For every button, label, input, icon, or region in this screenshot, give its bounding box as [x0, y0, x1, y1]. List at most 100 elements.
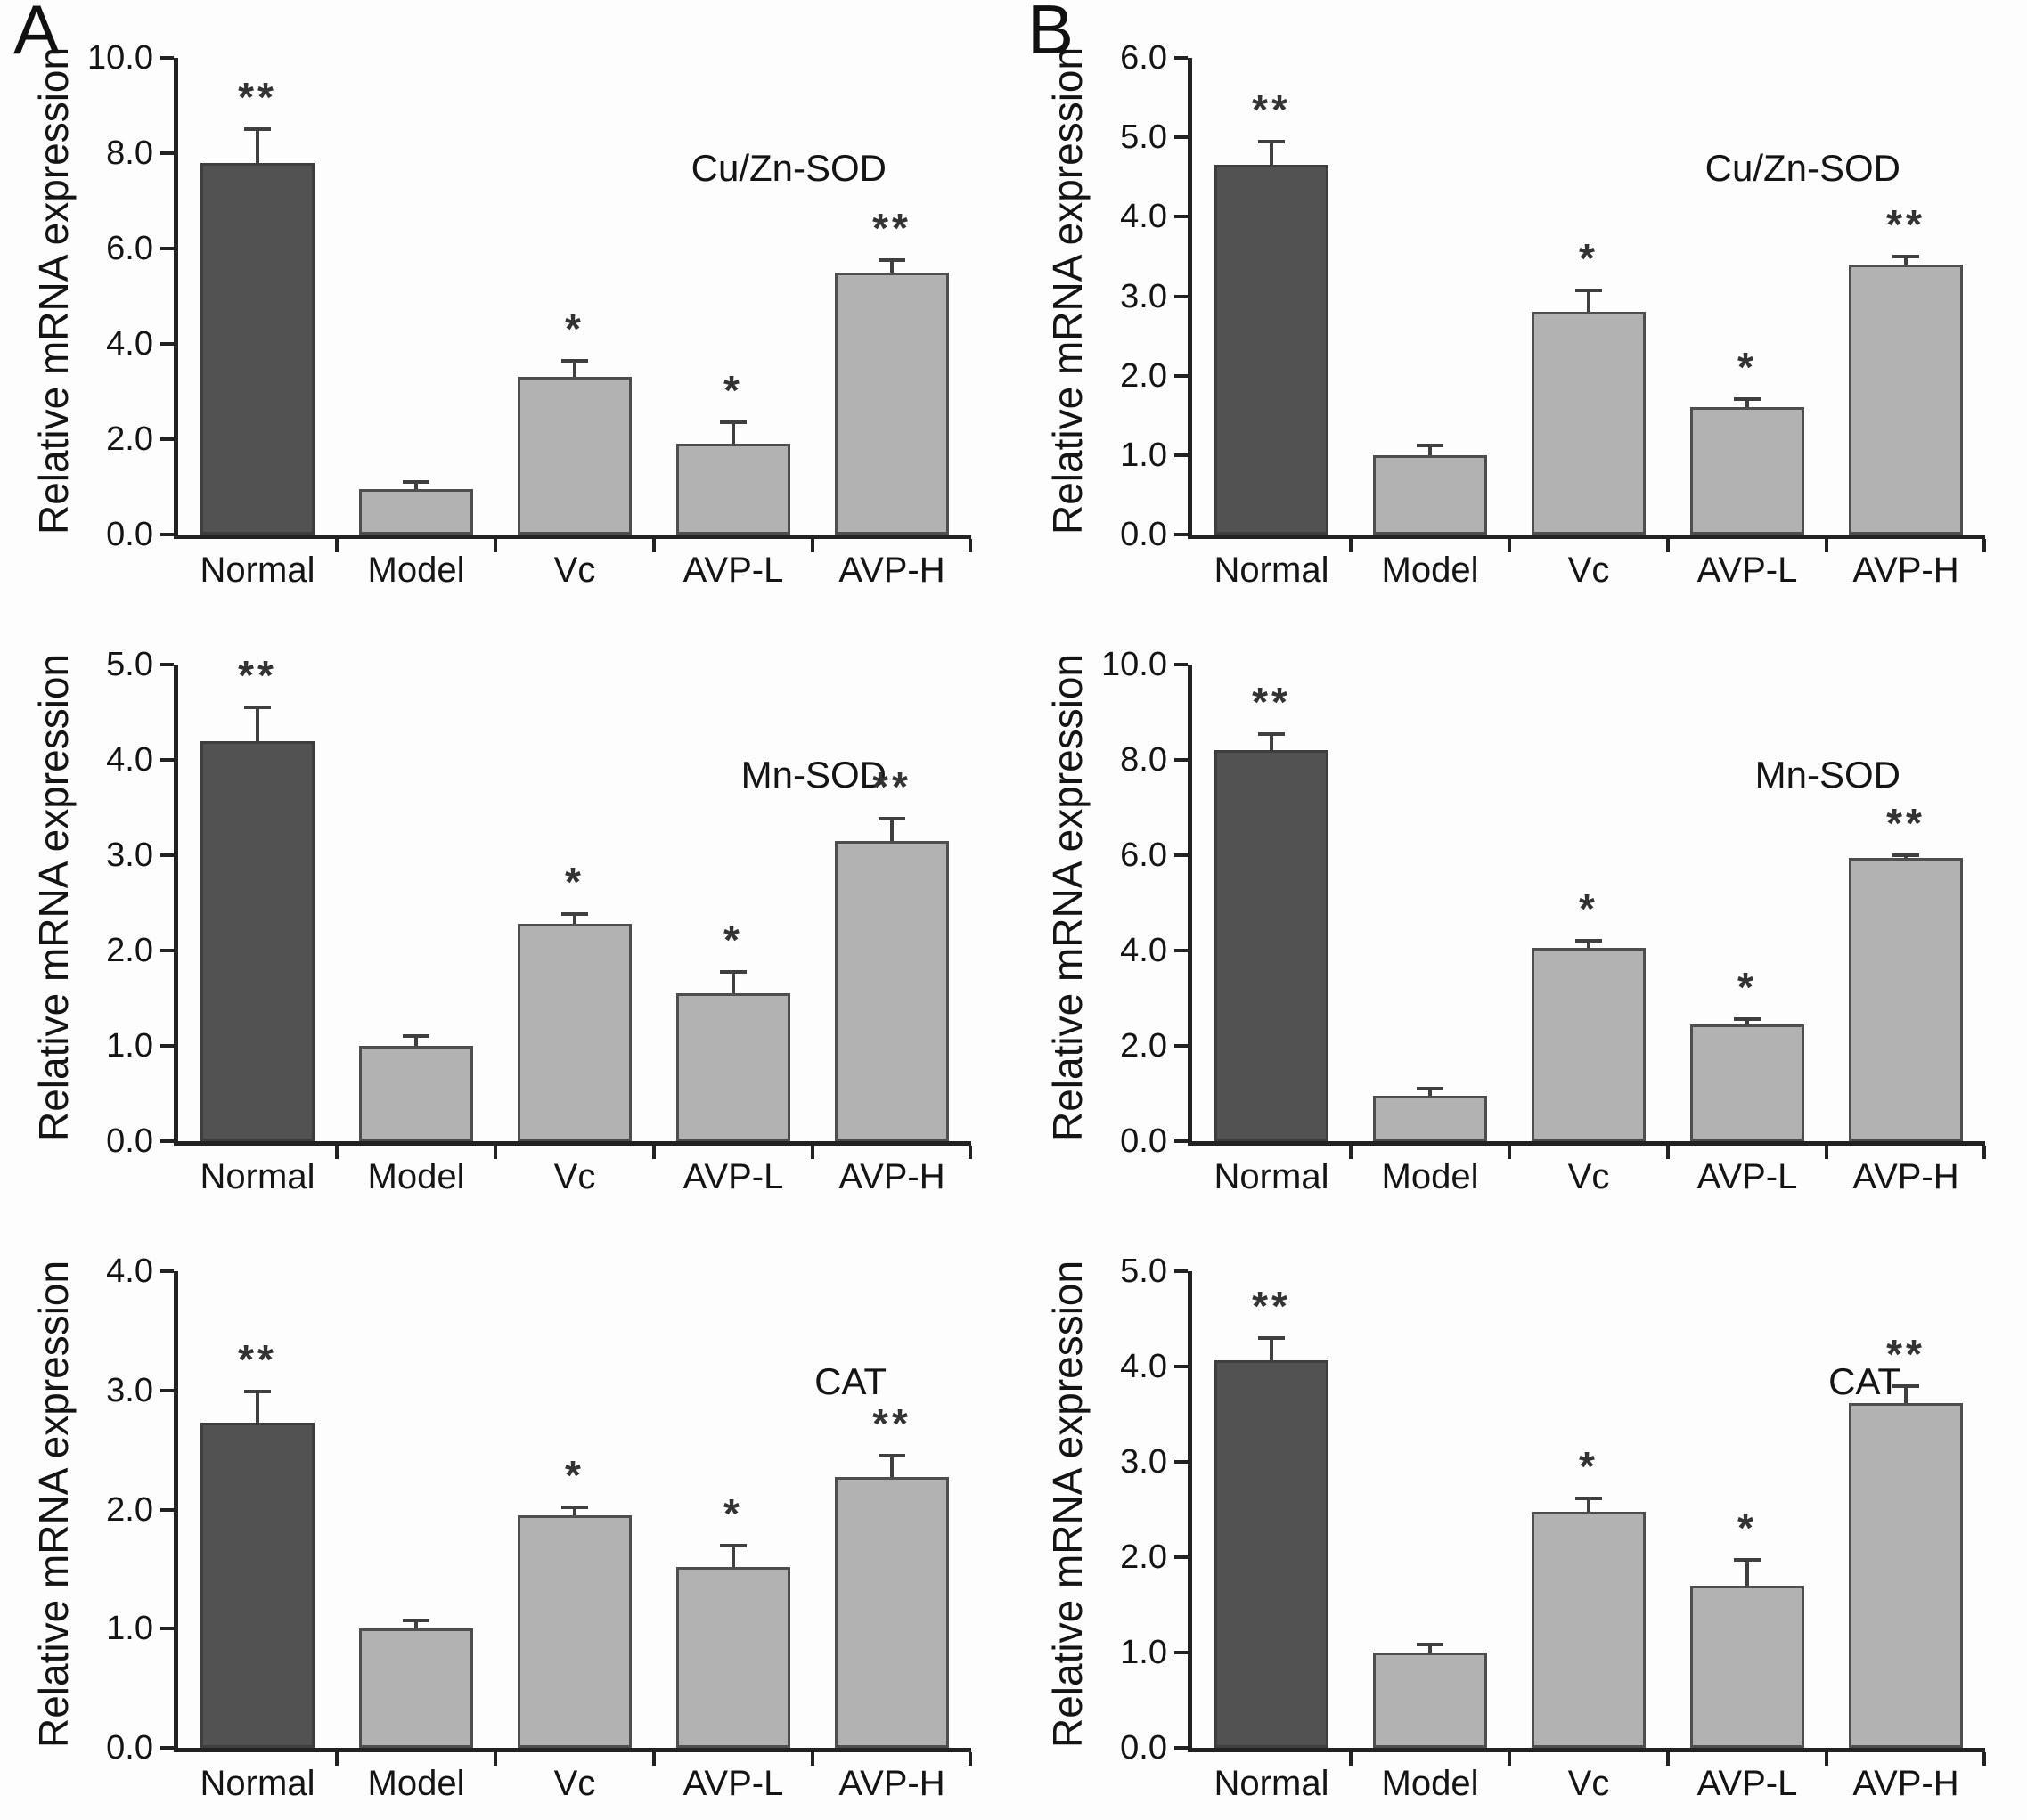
significance-marker: **: [1886, 200, 1925, 248]
bar-avp-l: [675, 1566, 791, 1748]
x-tick-mark: [335, 1752, 339, 1766]
y-tick-label: 3.0: [106, 837, 153, 874]
y-tick-label: 1.0: [1120, 1634, 1167, 1671]
bar-avp-h: [1848, 264, 1964, 535]
y-axis-line: [174, 1271, 178, 1752]
y-tick-label: 4.0: [1120, 1348, 1167, 1385]
error-bar-cap: [403, 1034, 429, 1039]
y-tick-mark: [160, 56, 174, 60]
y-tick-label: 0.0: [106, 516, 153, 553]
y-tick-label: 8.0: [106, 135, 153, 172]
significance-marker: **: [238, 652, 277, 699]
x-axis-line: [174, 1748, 971, 1752]
y-tick-label: 0.0: [1120, 1122, 1167, 1160]
bar-avp-l: [1689, 1024, 1805, 1141]
chart-panel-a-mn-sod: Relative mRNA expression Mn-SOD 0.0 1.0 2.0 3…: [0, 607, 1013, 1213]
y-tick-label: 4.0: [106, 741, 153, 779]
error-bar-cap: [1417, 1087, 1443, 1091]
significance-marker: *: [565, 1451, 584, 1498]
bar-avp-l: [1689, 407, 1805, 535]
x-axis-line: [1188, 1748, 1985, 1752]
error-bar-cap: [879, 817, 905, 821]
chart-title: Cu/Zn-SOD: [691, 147, 887, 189]
y-tick-label: 1.0: [106, 1610, 153, 1648]
x-category-label: AVP-L: [682, 1157, 784, 1196]
y-tick-mark: [1174, 135, 1188, 140]
x-tick-mark: [494, 1146, 497, 1159]
error-bar-stem: [414, 482, 418, 490]
y-tick-mark: [160, 949, 174, 952]
significance-marker: **: [1886, 1331, 1925, 1378]
error-bar-cap: [244, 1390, 271, 1394]
y-tick-label: 2.0: [106, 1490, 153, 1529]
x-tick-mark: [652, 1146, 656, 1159]
x-tick-mark: [1982, 539, 1986, 552]
bar-model: [1372, 1096, 1488, 1141]
y-tick-mark: [160, 853, 174, 857]
y-tick-mark: [160, 1044, 174, 1048]
bar-normal: [1214, 165, 1329, 535]
error-bar-cap: [561, 1505, 588, 1509]
significance-marker: *: [1579, 886, 1598, 933]
y-axis-line: [1188, 1271, 1192, 1752]
error-bar-cap: [1892, 1384, 1919, 1389]
x-tick-mark: [969, 539, 972, 552]
y-tick-mark: [1174, 453, 1188, 457]
x-tick-mark: [652, 1752, 656, 1766]
bar-model: [358, 489, 474, 535]
y-tick-mark: [1174, 1651, 1188, 1654]
x-tick-mark: [1825, 539, 1828, 552]
x-tick-mark: [1982, 1752, 1986, 1766]
bar-vc: [517, 1515, 633, 1748]
x-category-label: Vc: [553, 551, 596, 590]
bar-model: [358, 1628, 474, 1748]
error-bar-cap: [879, 258, 905, 263]
x-tick-mark: [652, 539, 656, 552]
chart-title: Mn-SOD: [740, 754, 887, 796]
y-axis-label: Relative mRNA expression: [30, 653, 77, 1141]
error-bar-cap: [561, 358, 588, 363]
significance-marker: *: [1737, 963, 1757, 1010]
significance-marker: **: [1252, 678, 1291, 725]
error-bar-stem: [573, 360, 576, 378]
error-bar-stem: [1587, 1498, 1590, 1512]
error-bar-stem: [1587, 941, 1590, 949]
chart-title: Cu/Zn-SOD: [1704, 147, 1900, 189]
bar-normal: [1214, 1359, 1329, 1748]
x-category-label: Vc: [553, 1764, 596, 1803]
bar-avp-h: [1848, 857, 1964, 1141]
error-bar-cap: [1258, 731, 1285, 736]
significance-marker: **: [872, 763, 911, 811]
error-bar-stem: [732, 422, 735, 445]
x-tick-mark: [494, 1752, 497, 1766]
x-category-label: AVP-L: [1696, 1157, 1798, 1196]
y-tick-mark: [1174, 1139, 1188, 1143]
y-tick-mark: [1174, 1365, 1188, 1368]
y-tick-mark: [160, 1627, 174, 1631]
error-bar-stem: [1428, 1089, 1432, 1097]
error-bar-stem: [1428, 1645, 1432, 1653]
significance-marker: **: [1252, 86, 1291, 133]
x-category-label: Normal: [200, 1157, 315, 1196]
y-tick-mark: [160, 1139, 174, 1143]
y-tick-mark: [1174, 373, 1188, 378]
error-bar-cap: [561, 912, 588, 917]
y-tick-mark: [1174, 949, 1188, 952]
y-tick-label: 2.0: [1120, 1027, 1167, 1065]
error-bar-stem: [256, 1392, 259, 1423]
x-category-label: AVP-H: [838, 1764, 945, 1803]
y-tick-label: 6.0: [1120, 39, 1167, 77]
x-tick-mark: [811, 1752, 814, 1766]
x-tick-mark: [494, 539, 497, 552]
x-category-label: AVP-H: [838, 551, 945, 590]
x-category-label: AVP-H: [838, 1157, 945, 1196]
y-tick-label: 2.0: [106, 932, 153, 969]
y-axis-label: Relative mRNA expression: [30, 46, 77, 535]
y-tick-mark: [1174, 758, 1188, 762]
x-category-label: Model: [367, 1764, 465, 1803]
y-tick-mark: [160, 533, 174, 536]
error-bar-cap: [1258, 1335, 1285, 1340]
error-bar-stem: [1270, 141, 1273, 166]
x-category-label: AVP-L: [1696, 1764, 1798, 1803]
